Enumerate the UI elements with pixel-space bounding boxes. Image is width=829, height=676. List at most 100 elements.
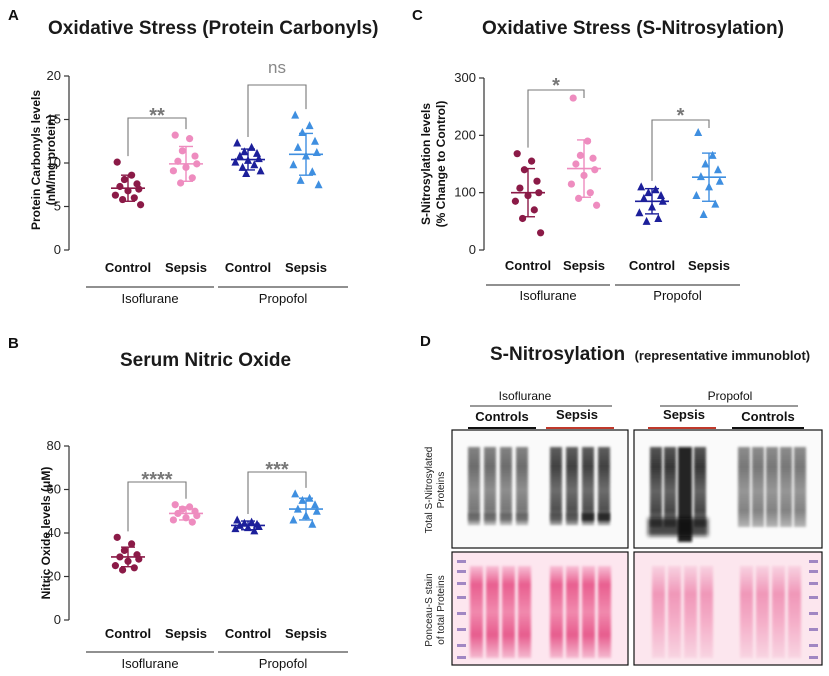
series-isoflurane-sepsis bbox=[169, 131, 203, 187]
ponceau-lane bbox=[502, 566, 515, 658]
blot-lane bbox=[582, 447, 594, 525]
data-point bbox=[233, 515, 242, 524]
panel-d-letter: D bbox=[420, 333, 431, 350]
series-propofol-sepsis bbox=[289, 110, 323, 189]
group-label: Isoflurane bbox=[121, 291, 178, 306]
data-point bbox=[171, 501, 179, 509]
data-point bbox=[639, 193, 648, 202]
ladder-band bbox=[457, 570, 466, 573]
blot-bottom-label-2: of total Proteins bbox=[436, 575, 447, 644]
data-point bbox=[530, 206, 538, 214]
data-point bbox=[242, 168, 251, 177]
data-point bbox=[119, 195, 127, 204]
data-point bbox=[711, 199, 720, 208]
data-point bbox=[177, 179, 185, 187]
data-point bbox=[584, 137, 592, 145]
ponceau-lane bbox=[652, 566, 665, 658]
ponceau-lane bbox=[740, 566, 753, 658]
significance-bracket bbox=[527, 89, 585, 148]
data-point bbox=[240, 147, 249, 156]
significance-bracket bbox=[127, 481, 187, 532]
data-point bbox=[111, 562, 119, 570]
data-point bbox=[291, 489, 300, 498]
y-tick-label: 80 bbox=[47, 438, 61, 453]
data-point bbox=[111, 191, 119, 199]
ladder-band bbox=[809, 596, 818, 599]
blot-lane bbox=[566, 447, 578, 525]
data-point bbox=[256, 166, 265, 175]
data-point bbox=[642, 216, 651, 225]
data-point bbox=[637, 182, 646, 191]
ponceau-lane bbox=[598, 566, 611, 658]
data-point bbox=[511, 197, 519, 205]
panel-a-ylabel-2: (nM/mg protein) bbox=[44, 115, 58, 206]
group-label: Propofol bbox=[259, 656, 308, 671]
data-point bbox=[516, 184, 524, 192]
ponceau-lane bbox=[486, 566, 499, 658]
ladder-band bbox=[809, 570, 818, 573]
ladder-band bbox=[457, 612, 466, 615]
data-point bbox=[120, 175, 128, 184]
data-point bbox=[657, 191, 665, 200]
data-point bbox=[178, 147, 186, 155]
significance-bracket bbox=[247, 471, 307, 514]
significance-bracket bbox=[651, 119, 710, 181]
ponceau-lane bbox=[684, 566, 697, 658]
data-point bbox=[238, 162, 247, 171]
data-point bbox=[528, 157, 536, 165]
data-point bbox=[308, 167, 317, 176]
data-point bbox=[119, 566, 127, 574]
ladder-band bbox=[809, 612, 818, 615]
y-tick-label: 200 bbox=[454, 127, 476, 142]
significance-label: ns bbox=[268, 58, 286, 77]
blot-iso-sepsis-label: Sepsis bbox=[556, 407, 598, 422]
category-label: Control bbox=[505, 258, 551, 273]
panel-d-title-sub: (representative immunoblot) bbox=[635, 348, 811, 363]
blot-band bbox=[598, 513, 610, 521]
data-point bbox=[314, 180, 323, 189]
immunoblot-panel: Isoflurane Propofol Controls Sepsis Seps… bbox=[424, 389, 823, 666]
y-tick-label: 0 bbox=[54, 242, 61, 257]
data-point bbox=[169, 167, 177, 175]
data-point bbox=[137, 201, 145, 209]
data-point bbox=[298, 495, 307, 504]
data-point bbox=[692, 191, 701, 200]
y-tick-label: 0 bbox=[469, 242, 476, 257]
data-point bbox=[169, 516, 177, 524]
blot-band bbox=[550, 513, 562, 521]
data-point bbox=[174, 157, 182, 165]
panel-d-title-main: S-Nitrosylation bbox=[490, 344, 625, 365]
y-tick-label: 20 bbox=[47, 68, 61, 83]
ponceau-lane bbox=[518, 566, 531, 658]
y-tick-label: 100 bbox=[454, 185, 476, 200]
y-tick-label: 40 bbox=[47, 525, 61, 540]
data-point bbox=[591, 166, 599, 174]
ladder-band bbox=[457, 560, 466, 563]
ponceau-lane bbox=[550, 566, 563, 658]
blot-lane bbox=[664, 447, 676, 527]
blot-pro-sepsis-label: Sepsis bbox=[663, 407, 705, 422]
data-point bbox=[188, 174, 196, 182]
data-point bbox=[575, 194, 583, 202]
data-point bbox=[250, 160, 259, 169]
data-point bbox=[520, 166, 529, 174]
category-label: Sepsis bbox=[688, 258, 730, 273]
ladder-band bbox=[809, 656, 818, 659]
data-point bbox=[694, 127, 703, 136]
category-label: Control bbox=[225, 260, 271, 275]
y-tick-label: 0 bbox=[54, 612, 61, 627]
category-label: Control bbox=[225, 626, 271, 641]
category-label: Sepsis bbox=[285, 260, 327, 275]
significance-label: **** bbox=[141, 469, 172, 491]
data-point bbox=[537, 229, 545, 237]
data-point bbox=[589, 154, 597, 162]
data-point bbox=[231, 157, 240, 166]
data-point bbox=[128, 540, 136, 548]
data-point bbox=[701, 159, 710, 168]
significance-bracket bbox=[127, 117, 187, 157]
ponceau-lane bbox=[788, 566, 801, 658]
significance-label: *** bbox=[265, 459, 289, 481]
data-point bbox=[513, 150, 521, 158]
data-point bbox=[231, 524, 240, 533]
